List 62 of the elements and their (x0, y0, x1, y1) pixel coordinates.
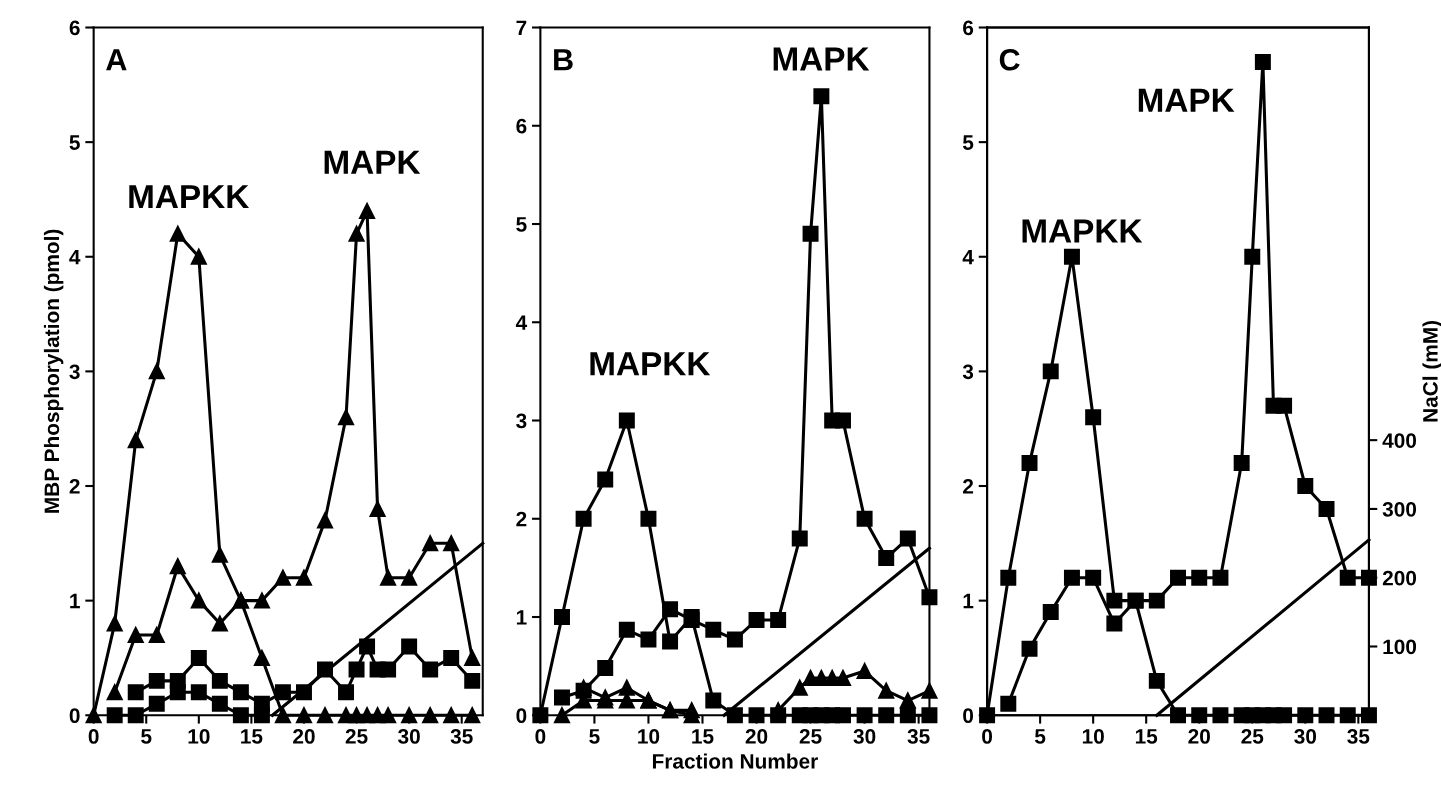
x-tick-label: 20 (1188, 729, 1210, 744)
x-tick-label: 0 (88, 729, 99, 744)
x-tick-label: 25 (345, 729, 368, 744)
y2-axis-title: NaCl (mM) (1422, 320, 1441, 422)
y-axis-title: MBP Phosphorylation (pmol) (43, 229, 64, 513)
y-tick-label: 3 (69, 364, 80, 380)
x-tick-label: 35 (1347, 729, 1370, 744)
y2-tick-label: 300 (1382, 501, 1417, 517)
annotation: MAPK (1138, 88, 1235, 112)
annotation: MAPK (324, 150, 421, 174)
x-tick-label: 20 (745, 729, 768, 744)
y-tick-label: 7 (516, 20, 527, 36)
y-tick-label: 0 (516, 708, 527, 724)
x-tick-label: 20 (293, 729, 315, 744)
y-tick-label: 3 (516, 413, 527, 429)
annotation: C (999, 48, 1020, 71)
annotation: MAPKK (1022, 219, 1143, 243)
x-axis-title: Fraction Number (652, 753, 818, 769)
y-tick-label: 4 (69, 249, 81, 265)
y-tick-label: 0 (69, 708, 80, 724)
y-tick-label: 3 (962, 364, 974, 380)
annotation: MAPK (773, 47, 870, 71)
x-tick-label: 35 (450, 729, 473, 744)
y-tick-label: 6 (516, 118, 527, 134)
x-tick-label: 25 (1241, 729, 1264, 744)
y-tick-label: 6 (69, 20, 80, 36)
y2-tick-label: 100 (1383, 639, 1417, 655)
y-tick-label: 2 (69, 479, 80, 494)
y-tick-label: 0 (963, 708, 974, 724)
x-tick-label: 10 (1082, 729, 1104, 744)
x-tick-label: 30 (398, 729, 420, 744)
x-tick-label: 30 (1294, 729, 1317, 744)
y-tick-label: 5 (962, 135, 974, 150)
annotation: MAPKK (129, 185, 250, 209)
x-tick-label: 5 (141, 729, 152, 744)
x-tick-label: 0 (535, 729, 546, 744)
x-tick-label: 15 (1135, 729, 1158, 744)
x-tick-label: 30 (853, 729, 876, 744)
y-tick-label: 1 (963, 593, 974, 609)
y-tick-label: 1 (70, 593, 80, 609)
x-tick-label: 15 (241, 729, 263, 744)
y-tick-label: 4 (962, 249, 974, 265)
y-tick-label: 6 (963, 20, 974, 36)
y-tick-label: 5 (516, 217, 527, 232)
x-tick-label: 10 (638, 729, 660, 744)
annotation: MAPKK (590, 352, 711, 376)
x-tick-label: 35 (907, 729, 930, 744)
annotation: B (554, 49, 573, 71)
y-tick-label: 2 (963, 479, 974, 494)
y-tick-label: 2 (516, 511, 527, 527)
x-tick-label: 15 (692, 729, 714, 744)
y-tick-label: 5 (69, 135, 80, 150)
annotation: A (106, 49, 127, 71)
x-tick-label: 5 (589, 729, 600, 744)
x-tick-label: 10 (188, 729, 210, 744)
x-tick-label: 0 (982, 729, 993, 744)
y2-tick-label: 200 (1382, 570, 1417, 586)
x-tick-label: 5 (1034, 729, 1046, 744)
y-tick-label: 4 (515, 315, 528, 330)
x-tick-label: 25 (799, 729, 822, 744)
y2-tick-label: 400 (1382, 433, 1417, 448)
y-tick-label: 1 (516, 610, 527, 625)
